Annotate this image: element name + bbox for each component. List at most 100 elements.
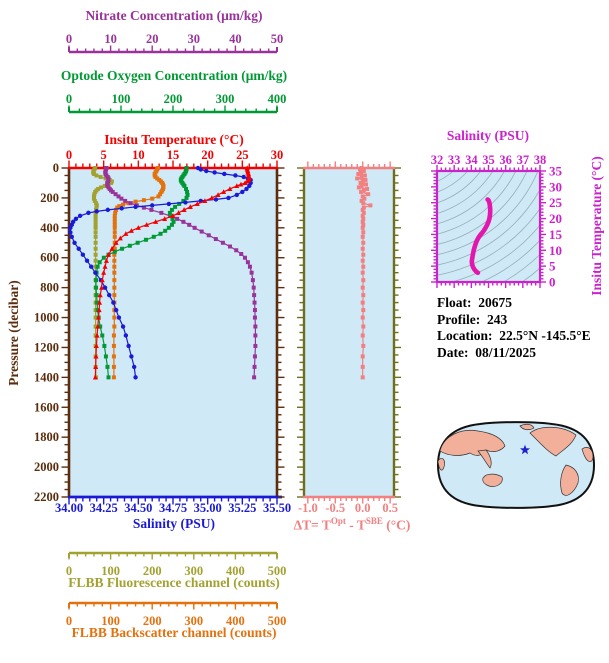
map-landmasses [438,423,594,496]
svg-text:25: 25 [236,148,249,162]
fluorescence-axis: 0 100 200 300 400 500 [66,551,287,578]
svg-text:0: 0 [66,148,72,162]
svg-text:2200: 2200 [34,490,59,504]
svg-text:1800: 1800 [34,430,59,444]
float-location-star [520,444,530,455]
svg-text:35: 35 [482,153,495,167]
svg-text:15: 15 [549,227,563,242]
svg-text:200: 200 [40,191,59,205]
svg-text:40: 40 [229,32,242,46]
svg-text:36: 36 [499,153,512,167]
delta-t-sup-sbe: SBE [365,516,383,526]
main-profile-series [68,165,258,380]
backscatter-axis: 0 100 200 300 400 500 [66,601,287,628]
svg-text:30: 30 [549,179,562,194]
svg-text:34: 34 [465,153,478,167]
svg-text:400: 400 [268,92,287,106]
svg-text:1200: 1200 [34,340,59,354]
svg-text:100: 100 [101,614,120,628]
svg-text:20: 20 [201,148,214,162]
svg-text:25: 25 [549,195,563,210]
float-info-line: Profile: 243 [437,311,508,327]
svg-text:50: 50 [271,32,284,46]
delta-t-axis-title: ΔT= TOpt - TSBE (°C) [282,516,422,534]
svg-text:300: 300 [184,564,203,578]
float-info-line: Float: 20675 [437,295,512,310]
float-info-line: Date: 08/11/2025 [437,344,536,360]
svg-text:35.50: 35.50 [263,501,291,515]
svg-text:5: 5 [101,148,107,162]
svg-text:35.25: 35.25 [228,501,256,515]
salinity-axis-title: Salinity (PSU) [132,516,216,531]
svg-text:33: 33 [448,153,461,167]
delta-t-title-part: ΔT= T [293,517,331,533]
svg-text:10: 10 [549,243,562,258]
temperature-axis-title: Insitu Temperature (°C) [104,132,244,147]
svg-text:400: 400 [40,221,59,235]
float-info-block: Float: 20675 Profile: 243 Location: 22.5… [437,295,591,361]
svg-text:200: 200 [143,614,162,628]
svg-text:34.00: 34.00 [55,501,83,515]
delta-t-series [354,166,373,380]
svg-text:0.5: 0.5 [382,501,398,515]
svg-text:300: 300 [216,92,235,106]
svg-text:1000: 1000 [34,311,59,325]
svg-text:100: 100 [112,92,131,106]
svg-text:20: 20 [146,32,159,46]
svg-text:38: 38 [534,153,547,167]
delta-t-title-part: - T [345,517,366,533]
oxygen-axis-title: Optode Oxygen Concentration (μm/kg) [60,68,288,83]
svg-text:30: 30 [271,148,284,162]
ts-salinity-axis-title: Salinity (PSU) [446,128,530,143]
svg-text:200: 200 [143,564,162,578]
svg-text:400: 400 [226,564,245,578]
delta-t-sup-opt: Opt [330,516,346,526]
svg-text:-1.0: -1.0 [298,501,318,515]
svg-text:0: 0 [66,32,72,46]
svg-text:5: 5 [549,259,556,274]
svg-text:35.00: 35.00 [194,501,222,515]
svg-text:1600: 1600 [34,400,59,414]
svg-text:34.75: 34.75 [159,501,187,515]
svg-text:0: 0 [53,161,59,175]
world-map [436,421,596,509]
svg-text:35: 35 [549,164,563,179]
svg-text:0: 0 [66,614,72,628]
svg-text:2000: 2000 [34,460,59,474]
svg-text:10: 10 [132,148,145,162]
svg-text:0.0: 0.0 [355,501,371,515]
svg-text:0: 0 [66,564,72,578]
svg-text:500: 500 [268,614,287,628]
svg-text:37: 37 [517,153,530,167]
delta-t-title-part: (°C) [382,517,411,533]
svg-text:1400: 1400 [34,370,59,384]
svg-text:0: 0 [549,275,556,290]
main-profile-plot: 0 5 10 15 20 25 30 34.00 34.25 34.50 34.75 35.00 35.… [34,148,291,515]
float-info-line: Location: 22.5°N -145.5°E [437,328,591,343]
svg-text:0: 0 [66,92,72,106]
svg-text:10: 10 [104,32,117,46]
nitrate-axis-title: Nitrate Concentration (μm/kg) [85,8,263,23]
svg-text:200: 200 [164,92,183,106]
svg-text:15: 15 [167,148,180,162]
svg-text:-0.5: -0.5 [325,501,345,515]
ts-curve [469,197,493,276]
delta-t-panel: -1.0 -0.5 0.0 0.5 [297,161,401,515]
svg-text:400: 400 [226,614,245,628]
svg-text:600: 600 [40,251,59,265]
fluorescence-axis-title: FLBB Fluorescence channel (counts) [68,575,280,590]
svg-text:34.50: 34.50 [124,501,152,515]
svg-text:30: 30 [188,32,201,46]
svg-text:800: 800 [40,281,59,295]
svg-text:32: 32 [431,153,444,167]
backscatter-axis-title: FLBB Backscatter channel (counts) [71,625,277,640]
svg-text:20: 20 [549,211,562,226]
svg-text:500: 500 [268,564,287,578]
oxygen-axis: 0 100 200 300 400 [66,92,287,114]
svg-text:34.25: 34.25 [90,501,118,515]
nitrate-axis: 0 10 20 30 40 50 [66,32,284,54]
svg-text:100: 100 [101,564,120,578]
